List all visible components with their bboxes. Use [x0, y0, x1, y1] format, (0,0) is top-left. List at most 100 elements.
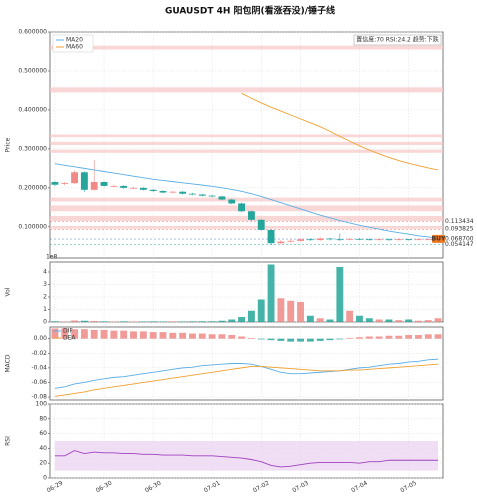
volume-bar — [414, 320, 422, 322]
volume-bar — [71, 320, 79, 322]
zone — [50, 87, 443, 93]
level-label: 0.093825 — [445, 226, 474, 233]
macd-bar — [365, 336, 373, 339]
candle-body — [149, 189, 157, 191]
zone — [50, 134, 443, 138]
volume-bar — [326, 319, 334, 322]
volume-bar — [80, 320, 88, 322]
chart-title: GUAUSDT 4H 阳包阴(看涨吞没)/锤子线 — [165, 5, 335, 17]
candle-body — [395, 239, 403, 241]
panels: 0.100000 0.200000 0.300000 0.400000 0.500000… — [5, 29, 474, 495]
y-axis-label: Price — [5, 137, 12, 152]
candle-body — [130, 187, 137, 189]
legend-box — [52, 34, 94, 53]
candle-body — [169, 191, 177, 193]
macd-bar — [169, 332, 177, 339]
candle-body — [267, 229, 275, 244]
candle-body — [247, 211, 255, 220]
volume-bar — [287, 300, 295, 322]
volume-bar — [208, 321, 216, 322]
zone — [50, 197, 443, 202]
candle-body — [385, 239, 393, 241]
y-tick-label: -0.02 — [31, 350, 47, 357]
macd-bar — [198, 333, 206, 339]
legend-label: DEA — [63, 335, 76, 342]
macd-bar — [316, 338, 324, 341]
macd-bar — [297, 338, 304, 342]
volume-bar — [198, 321, 206, 322]
y-tick-label: 0.400000 — [18, 106, 47, 113]
macd-bar — [326, 338, 334, 341]
y-tick-label: 0.200000 — [18, 184, 47, 191]
macd-bar — [80, 329, 88, 339]
volume-bar — [385, 319, 393, 322]
level-label: 0.068700 — [445, 236, 474, 243]
macd-bar — [424, 334, 432, 339]
volume-bar — [336, 267, 344, 322]
info-text: 置信度:70 RSI:24.2 趋势:下跌 — [356, 36, 439, 44]
y-axis-label: MACD — [5, 354, 12, 372]
macd-bar — [120, 330, 128, 339]
volume-bar — [365, 318, 373, 322]
y-tick-label: 40 — [39, 445, 47, 452]
macd-bar — [395, 335, 403, 339]
y-axis-label: Vol — [5, 287, 12, 296]
macd-bar — [375, 336, 383, 339]
macd-bar — [267, 338, 275, 341]
rsi-band — [54, 441, 439, 471]
y-tick-label: 4 — [43, 269, 47, 276]
candle-body — [100, 182, 108, 186]
candle-body — [198, 194, 206, 196]
volume-bar — [395, 320, 403, 322]
candle-body — [424, 239, 432, 241]
zone — [50, 226, 443, 229]
candle-body — [139, 187, 147, 190]
y-tick-label: -0.04 — [31, 364, 47, 371]
level-label: 0.113434 — [445, 218, 474, 225]
volume-bar — [247, 310, 255, 322]
volume-bar — [238, 317, 246, 322]
zone — [50, 205, 443, 212]
macd-bar — [434, 334, 442, 339]
ma-line — [54, 163, 439, 239]
candle-body — [414, 239, 422, 241]
candle-body — [110, 185, 118, 187]
macd-bar — [228, 335, 236, 339]
y-tick-label: 0 — [43, 475, 47, 482]
candle-body — [346, 238, 354, 240]
zone — [50, 141, 443, 145]
y-tick-label: -0.06 — [31, 379, 47, 386]
candle-body — [365, 239, 373, 241]
macd-bar — [385, 335, 393, 339]
legend-label: MA60 — [66, 44, 83, 51]
volume-bar — [316, 318, 324, 322]
y-tick-label: 0.500000 — [18, 67, 47, 74]
y-tick-label: 0.100000 — [18, 223, 47, 230]
candle-body — [90, 182, 98, 190]
macd-bar — [287, 338, 295, 342]
volume-bar — [306, 315, 314, 322]
y-tick-label: -0.08 — [31, 394, 47, 401]
buy-box — [432, 234, 445, 243]
macd-line — [54, 358, 439, 389]
y-axis-label: RSI — [5, 436, 12, 446]
candle-body — [405, 239, 413, 241]
zone — [50, 215, 443, 221]
macd-bar — [414, 335, 422, 339]
volume-bar — [149, 321, 157, 322]
volume-bar — [218, 320, 226, 322]
zone — [50, 149, 443, 153]
volume-bar — [159, 321, 167, 322]
candle-body — [61, 183, 69, 184]
volume-bar — [90, 321, 98, 322]
macd-bar — [238, 336, 246, 339]
candle-body — [375, 239, 383, 241]
level-label: 0.054147 — [445, 241, 474, 248]
volume-bar — [100, 321, 108, 322]
y-tick-label: 0 — [43, 319, 47, 326]
macd-bar — [336, 338, 344, 340]
volume-bar — [267, 264, 275, 322]
candle-body — [356, 238, 363, 240]
macd-bar — [179, 332, 187, 339]
